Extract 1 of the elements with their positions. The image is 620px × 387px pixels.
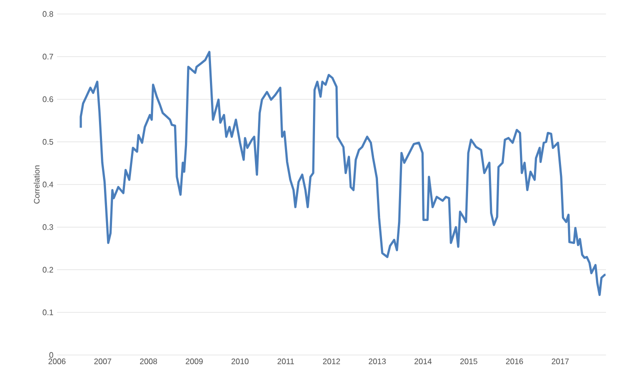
line-series [80, 50, 606, 296]
